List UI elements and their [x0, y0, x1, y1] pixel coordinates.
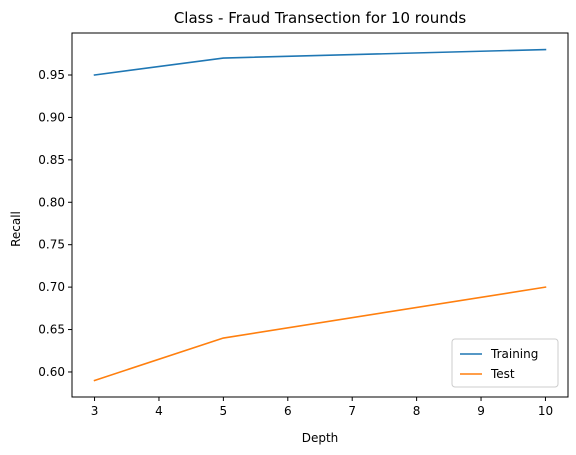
x-axis-ticks: 3 4 5 6 7 8 9 10	[91, 397, 553, 418]
plot-frame	[71, 32, 569, 398]
x-tick-label: 8	[413, 404, 421, 418]
y-tick-label: 0.80	[38, 195, 65, 209]
series-line-test	[93, 286, 547, 382]
x-axis-label: Depth	[302, 431, 339, 445]
y-tick-label: 0.85	[38, 153, 65, 167]
y-tick-label: 0.95	[38, 68, 65, 82]
y-tick-label: 0.70	[38, 280, 65, 294]
y-tick-label: 0.60	[38, 365, 65, 379]
legend: Training Test	[451, 338, 559, 388]
y-tick-label: 0.65	[38, 323, 65, 337]
x-tick-label: 3	[91, 404, 99, 418]
legend-box	[451, 338, 559, 388]
chart-title: Class - Fraud Transection for 10 rounds	[174, 9, 467, 27]
x-tick-label: 10	[538, 404, 553, 418]
y-tick-label: 0.90	[38, 110, 65, 124]
legend-label-training: Training	[490, 347, 538, 361]
series-line-training	[93, 48, 547, 76]
y-tick-label: 0.75	[38, 238, 65, 252]
x-tick-label: 7	[348, 404, 356, 418]
series-layer	[93, 48, 547, 382]
legend-label-test: Test	[490, 367, 515, 381]
x-tick-label: 4	[155, 404, 163, 418]
x-tick-label: 9	[477, 404, 485, 418]
y-axis-label: Recall	[9, 211, 23, 247]
x-tick-label: 6	[284, 404, 292, 418]
x-tick-label: 5	[220, 404, 228, 418]
y-axis-ticks: 0.60 0.65 0.70 0.75 0.80 0.85 0.90 0.95	[38, 68, 72, 379]
